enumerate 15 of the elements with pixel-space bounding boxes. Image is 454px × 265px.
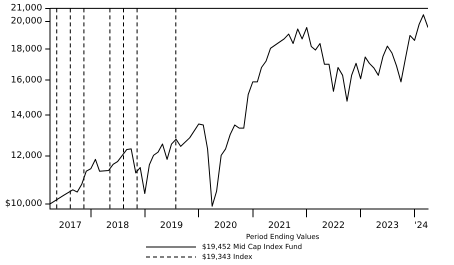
y-tick-label: 21,000 [10,4,42,14]
x-tick-label: 2018 [106,220,130,231]
x-tick-label: 2017 [58,220,82,231]
y-tick-label: 16,000 [10,75,42,86]
y-tick-label: 18,000 [10,44,42,54]
x-tick-label: 2022 [322,220,345,231]
x-tick-label: 2019 [160,220,184,231]
x-tick-label: 2023 [376,220,399,231]
x-tick-label: 2020 [214,220,238,231]
y-tick-label: $10,000 [5,199,42,210]
x-tick-label: '24 [414,220,428,231]
y-tick-label: 14,000 [10,110,42,121]
y-tick-label: 20,000 [10,16,42,27]
x-tick-label: 2021 [268,220,291,231]
y-tick-label: 12,000 [10,151,42,162]
